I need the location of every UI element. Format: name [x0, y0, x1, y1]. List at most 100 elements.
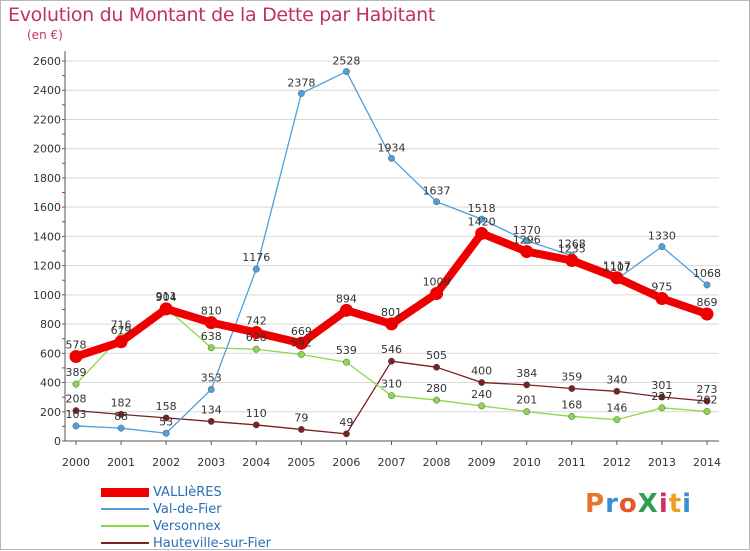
value-label: 182 — [111, 396, 132, 409]
data-point — [478, 402, 486, 410]
value-label: 628 — [246, 331, 267, 344]
value-label: 1009 — [423, 276, 451, 289]
data-point — [565, 254, 579, 267]
data-point — [204, 316, 218, 330]
data-point — [703, 281, 711, 289]
logo-letter: X — [637, 489, 659, 519]
data-point — [388, 154, 395, 162]
value-label: 353 — [201, 371, 222, 384]
data-point — [252, 421, 260, 429]
value-label: 1330 — [648, 230, 676, 243]
value-label: 110 — [246, 407, 267, 420]
y-tick-label: 2200 — [33, 113, 61, 126]
value-label: 301 — [651, 379, 672, 392]
value-label: 716 — [111, 318, 132, 331]
value-label: 88 — [114, 410, 128, 423]
value-label: 103 — [66, 408, 87, 421]
data-point — [613, 416, 621, 424]
y-tick-label: 800 — [40, 318, 61, 331]
data-point — [162, 429, 170, 437]
data-point — [655, 292, 669, 305]
value-label: 240 — [471, 388, 492, 401]
legend-label: Versonnex — [153, 518, 221, 534]
data-point — [388, 392, 395, 400]
value-label: 168 — [561, 398, 582, 411]
value-label: 679 — [111, 324, 132, 337]
value-label: 1107 — [603, 261, 631, 274]
x-tick-label: 2012 — [603, 456, 631, 469]
value-label: 340 — [606, 373, 627, 386]
value-label: 146 — [606, 402, 627, 415]
y-tick-label: 1800 — [33, 172, 61, 185]
logo-letter: t — [668, 489, 683, 519]
data-point — [613, 387, 621, 395]
series-lines — [69, 68, 714, 438]
value-label: 201 — [516, 394, 537, 407]
y-tick-label: 200 — [40, 406, 61, 419]
value-label: 505 — [426, 349, 447, 362]
data-point — [342, 358, 350, 366]
value-label: 1420 — [468, 215, 496, 228]
data-point — [294, 336, 308, 350]
data-point — [297, 426, 305, 433]
legend-swatch — [101, 542, 149, 544]
value-label: 310 — [381, 378, 402, 391]
data-point — [342, 430, 350, 438]
x-tick-label: 2010 — [513, 456, 541, 469]
value-label: 742 — [246, 315, 267, 328]
data-point — [478, 379, 486, 386]
legend-item: VALLIèRES — [101, 484, 222, 500]
data-point — [523, 381, 531, 389]
y-tick-label: 2600 — [33, 55, 61, 68]
data-point — [207, 385, 215, 393]
data-point — [117, 424, 125, 432]
data-point — [658, 393, 666, 401]
data-point — [430, 287, 444, 301]
value-label: 384 — [516, 367, 537, 380]
x-tick-label: 2001 — [107, 456, 135, 469]
data-point — [568, 412, 576, 420]
value-label: 911 — [156, 290, 177, 303]
value-label: 53 — [159, 415, 173, 428]
value-label: 1296 — [513, 234, 541, 247]
legend-label: Hauteville-sur-Fier — [153, 535, 271, 551]
x-tick-label: 2014 — [693, 456, 721, 469]
value-label: 539 — [336, 344, 357, 357]
data-point — [385, 317, 398, 331]
value-label: 1268 — [558, 238, 586, 251]
value-label: 546 — [381, 343, 402, 356]
data-point — [703, 397, 711, 405]
value-label: 400 — [471, 365, 492, 378]
y-tick-label: 400 — [40, 377, 61, 390]
data-point — [433, 396, 441, 404]
x-tick-label: 2008 — [423, 456, 451, 469]
legend-swatch — [101, 508, 149, 510]
y-tick-label: 0 — [54, 435, 61, 448]
data-point — [114, 335, 128, 349]
data-point — [72, 407, 80, 415]
logo-letter: r — [605, 489, 619, 519]
data-point — [568, 385, 576, 392]
x-tick-label: 2007 — [378, 456, 406, 469]
data-point — [703, 408, 711, 415]
logo-letter: i — [658, 489, 669, 519]
value-label: 1934 — [378, 141, 406, 154]
data-point — [523, 237, 531, 245]
data-point — [207, 417, 215, 425]
value-label: 869 — [697, 296, 718, 309]
proxiti-logo: ProXiti — [585, 489, 692, 519]
data-point — [159, 302, 173, 316]
legend-item: Hauteville-sur-Fier — [101, 535, 271, 551]
axes: 0 200 400 600 800 1000 1200 1400 1600 1800 2000 220… — [33, 51, 721, 469]
y-tick-label: 1200 — [33, 260, 61, 273]
value-label: 592 — [291, 336, 312, 349]
value-label: 389 — [66, 366, 87, 379]
value-label: 894 — [336, 292, 357, 305]
data-point — [72, 380, 80, 388]
x-tick-label: 2004 — [242, 456, 270, 469]
value-label: 1176 — [242, 251, 270, 264]
data-labels: 578 679 904 810 742 669 894 801 1009 1420 1296 1235… — [66, 55, 722, 429]
data-point — [69, 350, 83, 364]
data-point — [72, 422, 80, 430]
data-point — [297, 351, 305, 358]
